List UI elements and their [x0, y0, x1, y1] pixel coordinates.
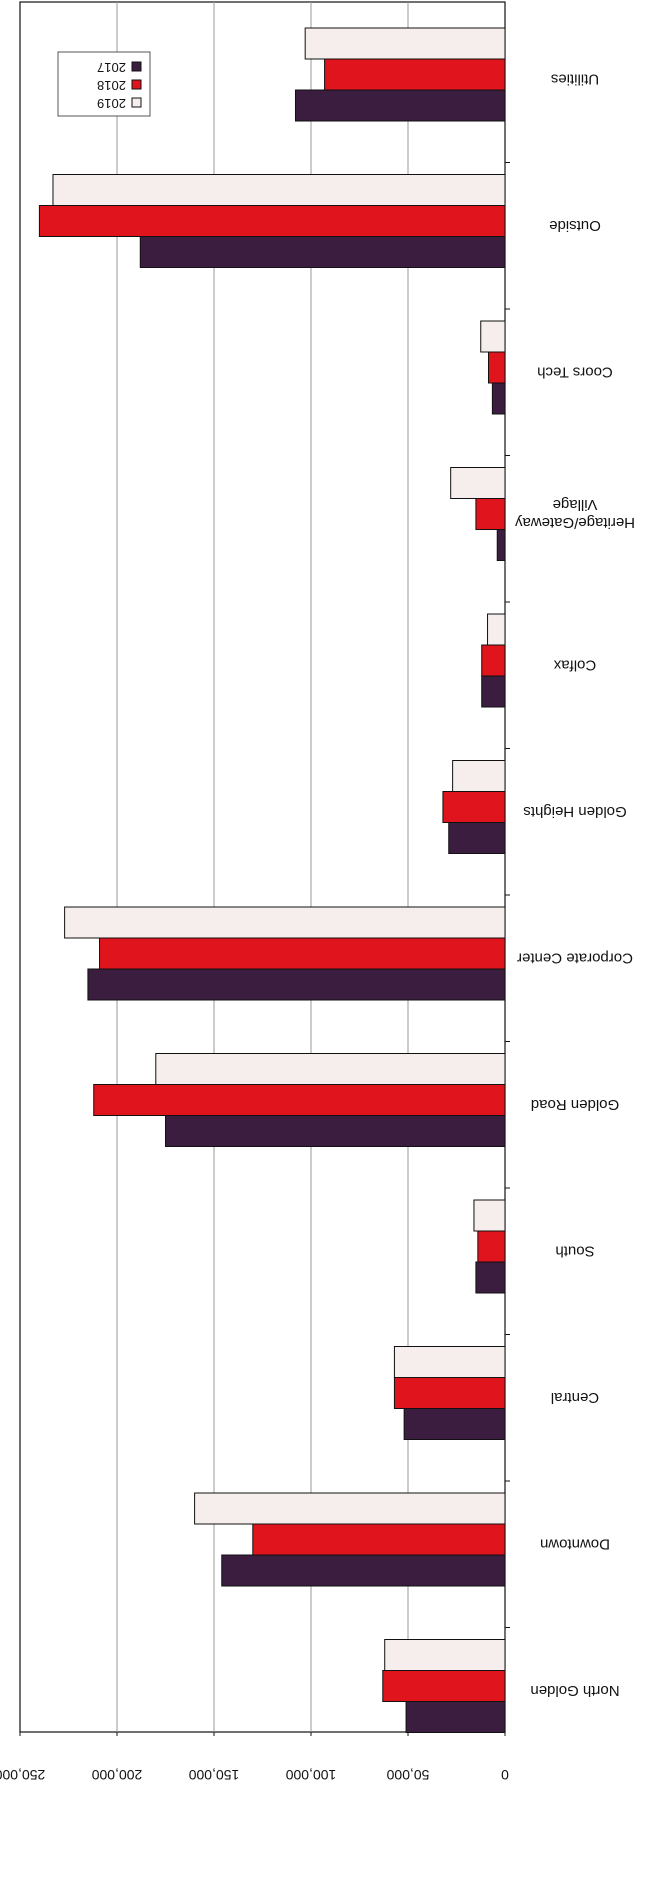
bar-2019-corporate-center: [64, 906, 506, 939]
category-label: Golden Heights: [523, 803, 626, 820]
bar-2017-coors-tech: [491, 382, 506, 415]
bar-2019-utilities: [304, 27, 506, 60]
tick-label: 50,000: [386, 1767, 429, 1783]
bar-2019-central: [393, 1346, 506, 1378]
category-label: North Golden: [530, 1682, 619, 1699]
category-label: Central: [551, 1389, 599, 1406]
bar-2019-coors-tech: [480, 320, 506, 353]
tick-label: 100,000: [285, 1767, 336, 1783]
tick-label: 150,000: [188, 1767, 239, 1783]
plot-area: [19, 1, 510, 1736]
bar-2019-heritage-gateway-village: [450, 467, 506, 499]
bar-2018-central: [393, 1377, 506, 1409]
category-label: Colfax: [553, 657, 596, 674]
bar-2017-outside: [139, 236, 506, 268]
bar-2018-downtown: [252, 1523, 506, 1556]
bar-2019-colfax: [487, 613, 506, 646]
category-label: Heritage/GatewayVillage: [514, 496, 635, 531]
legend: 2017 2018 2019: [57, 51, 151, 117]
plot-frame: [19, 1, 506, 1733]
axis-ticks: 250,000 200,000 150,000 100,000 50,000 0: [0, 1767, 509, 1783]
tick-label: 200,000: [91, 1767, 142, 1783]
bar-2018-golden-heights: [442, 791, 506, 823]
legend-label-2017: 2017: [97, 60, 126, 75]
bar-2019-outside: [52, 174, 506, 206]
category-label: Golden Road: [531, 1096, 619, 1113]
bar-2018-golden-road: [93, 1084, 506, 1116]
category-label: Coors Tech: [537, 364, 613, 381]
legend-label-2018: 2018: [97, 78, 126, 93]
bar-2019-south: [473, 1199, 506, 1232]
bar-2018-outside: [38, 205, 506, 237]
bar-2019-golden-road: [155, 1053, 506, 1085]
legend-swatch-2019: [131, 97, 142, 108]
bar-2019-downtown: [194, 1492, 506, 1525]
category-labels: Utilities Outside Coors Tech Heritage/Gatew…: [514, 71, 635, 1700]
bar-2018-heritage-gateway-village: [475, 498, 506, 530]
tick-label: 250,000: [0, 1767, 45, 1783]
bar-2017-golden-heights: [448, 822, 506, 854]
bar-2018-south: [477, 1230, 506, 1263]
tick-label: 0: [501, 1767, 509, 1783]
category-label: South: [555, 1243, 594, 1260]
bar-2017-north-golden: [405, 1701, 506, 1733]
category-label: Outside: [549, 217, 601, 234]
legend-label-2019: 2019: [97, 96, 126, 111]
legend-swatch-2018: [131, 79, 142, 90]
bar-2017-corporate-center: [87, 968, 506, 1001]
bar-2018-colfax: [481, 644, 506, 677]
bar-2018-corporate-center: [99, 937, 506, 970]
bar-2018-coors-tech: [488, 351, 506, 384]
category-label: Corporate Center: [517, 950, 633, 967]
category-label: Downtown: [540, 1536, 610, 1553]
bar-2017-central: [403, 1408, 506, 1440]
bar-2019-golden-heights: [452, 760, 506, 792]
bar-2017-south: [475, 1261, 506, 1294]
category-label: Utilities: [551, 71, 599, 88]
bars-group: [38, 27, 506, 1733]
bar-2017-utilities: [294, 89, 506, 122]
bar-2019-north-golden: [384, 1639, 506, 1671]
bar-2017-colfax: [481, 675, 506, 708]
bar-2017-heritage-gateway-village: [496, 529, 506, 561]
bar-2017-downtown: [221, 1554, 506, 1587]
legend-swatch-2017: [131, 61, 142, 72]
bar-2017-golden-road: [165, 1115, 506, 1147]
bar-2018-utilities: [324, 58, 506, 91]
bar-2018-north-golden: [382, 1670, 506, 1702]
